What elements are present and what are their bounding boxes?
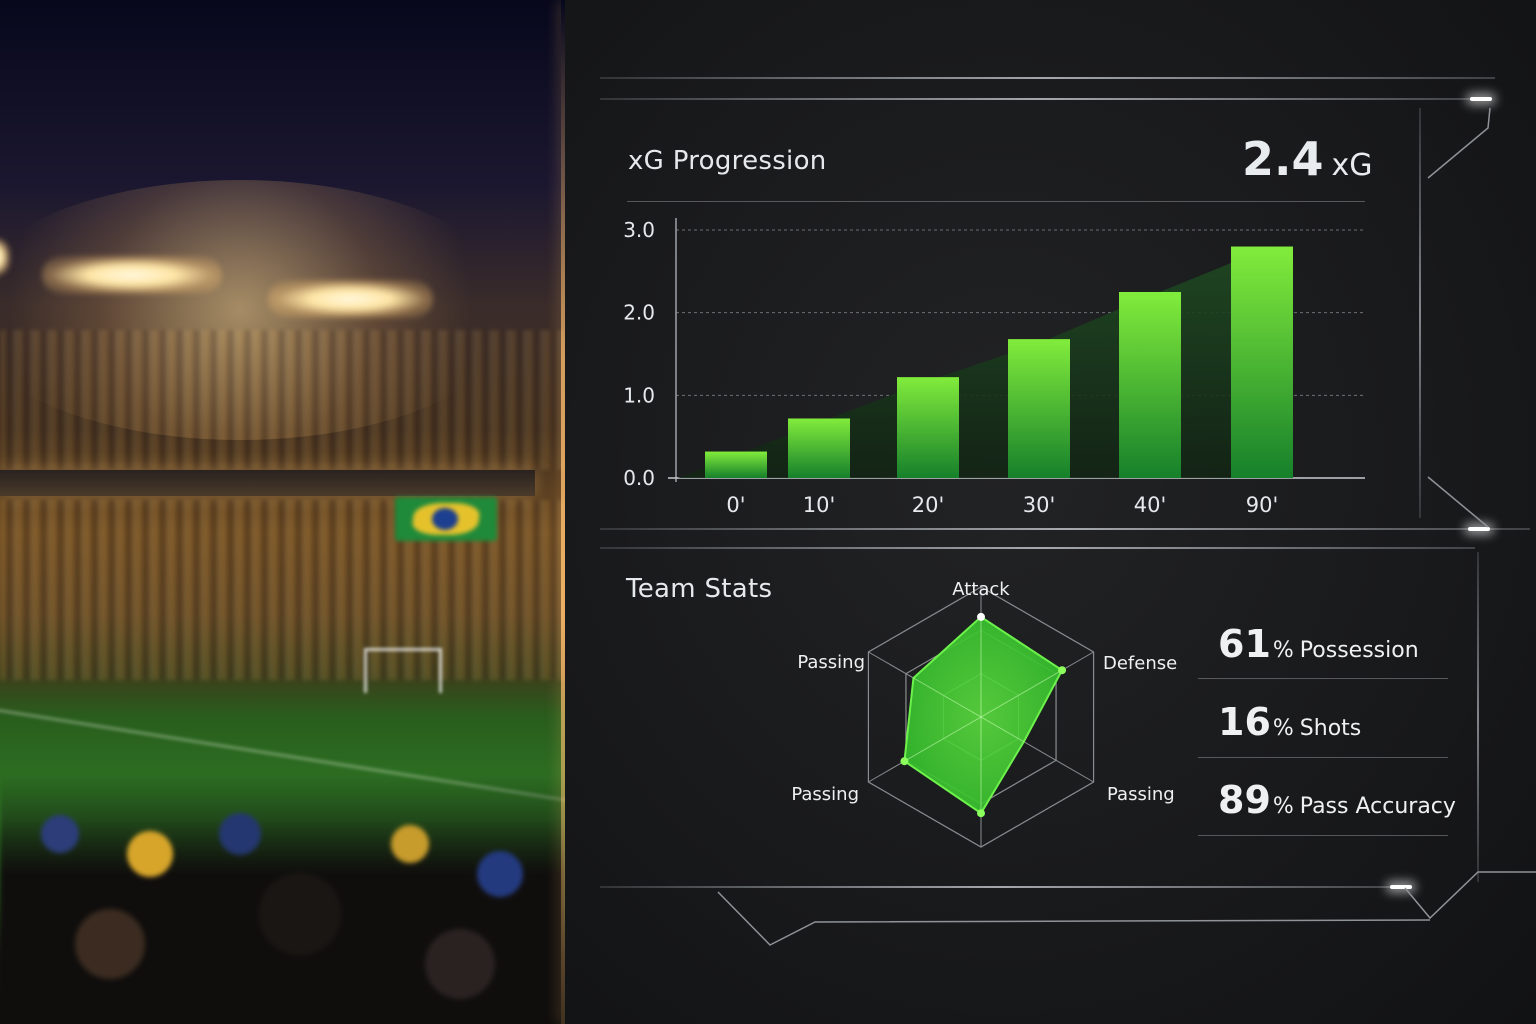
radar-inner-spoke xyxy=(913,677,982,718)
stadium-photo xyxy=(0,0,565,1024)
photo-edge-glow xyxy=(561,0,565,1024)
stat-label: Possession xyxy=(1299,638,1419,663)
frame-line-bottom xyxy=(600,886,1405,888)
stat-divider xyxy=(1198,835,1448,836)
radar-axis-label: Attack xyxy=(952,579,1010,600)
xg-x-tick: 90' xyxy=(1246,493,1279,517)
foreground-crowd xyxy=(0,774,565,1024)
frame-spark xyxy=(1468,527,1490,531)
radar-point xyxy=(977,612,985,621)
dashboard-panel xyxy=(565,0,1536,1024)
radar-inner-spoke xyxy=(980,669,1063,718)
xg-headline-value: 2.4 xyxy=(1242,132,1324,186)
team-stats-title: Team Stats xyxy=(626,574,773,604)
upper-stand xyxy=(0,330,565,470)
radar-inner-spoke xyxy=(980,716,1025,743)
xg-title-divider xyxy=(627,201,1365,202)
brazil-flag xyxy=(395,497,497,541)
frame-spark xyxy=(1390,885,1412,889)
frame-spark xyxy=(1470,97,1492,101)
xg-y-tick: 1.0 xyxy=(623,383,655,407)
radar-point xyxy=(1058,666,1067,675)
stat-label: Pass Accuracy xyxy=(1299,794,1456,819)
xg-x-tick: 0' xyxy=(726,493,745,517)
radar-axis-label: Passing xyxy=(791,784,859,805)
stat-value: 16 xyxy=(1218,700,1271,744)
frame-line-stats-top xyxy=(600,547,1475,549)
frame-line-chart-right xyxy=(1419,108,1421,518)
stat-unit: % xyxy=(1272,794,1294,819)
radar-axis-label: Defense xyxy=(1103,653,1177,674)
xg-x-tick: 20' xyxy=(912,493,945,517)
goal-post xyxy=(364,648,442,693)
xg-headline-unit: xG xyxy=(1331,148,1373,183)
radar-point xyxy=(977,809,985,818)
stat-value: 89 xyxy=(1218,778,1271,822)
stat-shots: 16% Shots xyxy=(1218,700,1361,744)
xg-x-tick: 10' xyxy=(803,493,836,517)
stat-unit: % xyxy=(1272,638,1294,663)
stat-pass-accuracy: 89% Pass Accuracy xyxy=(1218,778,1456,822)
xg-bar xyxy=(788,418,850,478)
xg-x-tick: 30' xyxy=(1023,493,1056,517)
radar-axis-label: Passing xyxy=(797,652,865,673)
xg-chart-title: xG Progression xyxy=(628,146,827,176)
floodlight-edge xyxy=(0,238,10,276)
frame-line-stats-right xyxy=(1477,552,1479,882)
stand-roof xyxy=(0,470,535,496)
xg-bar xyxy=(1231,246,1293,478)
floodlight-right xyxy=(268,280,433,318)
radar-point xyxy=(900,757,909,766)
stat-label: Shots xyxy=(1299,716,1362,741)
radar-axis-label: Passing xyxy=(1107,784,1175,805)
stat-divider xyxy=(1198,678,1448,679)
xg-bar xyxy=(705,451,767,478)
xg-headline: 2.4 xG xyxy=(1242,132,1373,186)
stat-value: 61 xyxy=(1218,622,1271,666)
xg-bar xyxy=(1008,339,1070,478)
xg-y-tick: 2.0 xyxy=(623,301,655,325)
xg-y-tick: 0.0 xyxy=(623,466,655,490)
xg-x-tick: 40' xyxy=(1134,493,1167,517)
radar-inner-spoke xyxy=(904,716,982,762)
frame-line-top xyxy=(600,77,1495,79)
stat-possession: 61% Possession xyxy=(1218,622,1419,666)
xg-bar xyxy=(1119,292,1181,478)
frame-line-mid xyxy=(600,528,1530,530)
floodlight-glow xyxy=(0,180,520,440)
xg-bar xyxy=(897,377,959,478)
stat-divider xyxy=(1198,757,1448,758)
xg-y-tick: 3.0 xyxy=(623,218,655,242)
frame-line-chart-top xyxy=(600,98,1480,100)
stat-unit: % xyxy=(1272,716,1294,741)
radar-area xyxy=(903,615,1064,815)
floodlight-left xyxy=(42,256,222,294)
